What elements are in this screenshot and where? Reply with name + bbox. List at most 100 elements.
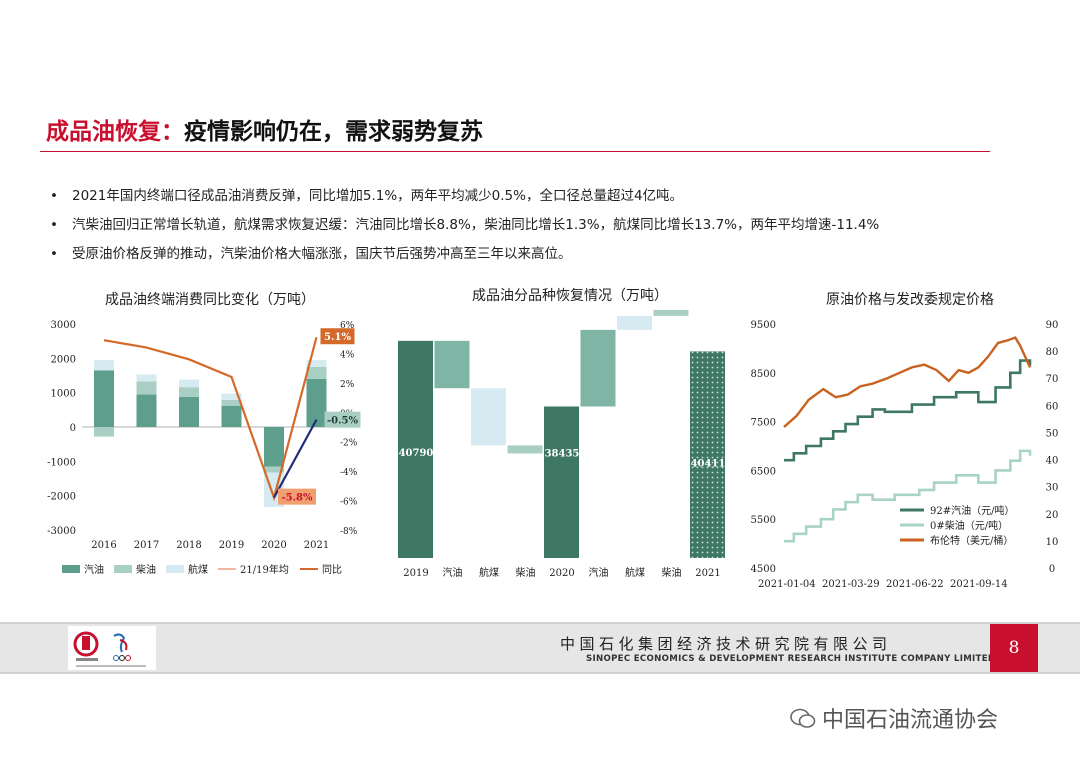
y-tick-label: -2000	[47, 492, 76, 503]
bar-航煤	[179, 379, 199, 388]
x-tick-label: 2020	[261, 540, 286, 551]
y2-tick-label: 4%	[340, 350, 355, 360]
bar-汽油	[94, 370, 114, 427]
waterfall-bar	[653, 310, 689, 316]
data-label-box	[278, 488, 316, 505]
chart1-consumption-change: 3000200010000-1000-2000-30006%4%2%0%-2%-…	[47, 320, 361, 576]
chart1-bars	[94, 360, 327, 507]
company-name-en: SINOPEC ECONOMICS & DEVELOPMENT RESEARCH…	[586, 654, 996, 664]
bullet-marker: •	[50, 246, 58, 262]
y2-tick-label: -8%	[340, 527, 358, 537]
legend-swatch	[114, 565, 132, 573]
bullet-text: 2021年国内终端口径成品油消费反弹，同比增加5.1%，两年平均减少0.5%，全…	[72, 188, 684, 204]
bar-柴油	[94, 427, 114, 437]
x-tick-label: 2019	[219, 540, 244, 551]
bar-航煤	[221, 393, 242, 400]
bullet-item: • 受原油价格反弹的推动，汽柴油价格大幅涨涨，国庆节后强势冲高至三年以来高位。	[50, 242, 572, 262]
y2-tick-label: 2%	[340, 380, 355, 390]
chart3-title: 原油价格与发改委规定价格	[826, 292, 994, 308]
chart2-labels: 2019 40790 汽油 航煤 柴油 2020 38435 汽油 航煤 柴油 2021 40411	[399, 448, 726, 579]
bar-柴油	[306, 366, 327, 379]
data-label: 5.1%	[324, 332, 351, 343]
chart3-axes: 9500 8500 7500 6500 5500 4500 90 80 70 60 50 40 30 20…	[751, 320, 1059, 590]
title-rest: 疫情影响仍在，需求弱势复苏	[184, 119, 483, 145]
bar-柴油	[221, 399, 242, 406]
bar-汽油	[136, 394, 157, 427]
sinopec-logo-icon	[73, 631, 146, 667]
legend-label: 92#汽油（元/吨）	[930, 504, 1014, 517]
data-label: 38435	[545, 448, 580, 459]
chart2-waterfall: 2019 40790 汽油 航煤 柴油 2020 38435 汽油 航煤 柴油 2021 40411	[398, 310, 726, 579]
chart3-legend: 92#汽油（元/吨） 0#柴油（元/吨） 布伦特（美元/桶）	[900, 504, 1014, 547]
avg-line	[273, 419, 318, 499]
legend-swatch	[62, 565, 80, 573]
series-line-0	[784, 359, 1032, 462]
y2-tick-label: 50	[1046, 428, 1059, 439]
data-label: 40790	[399, 448, 434, 459]
y-tick-label: 3000	[51, 320, 76, 331]
y2-tick-label: 40	[1046, 456, 1059, 467]
series-line-2	[783, 336, 1032, 428]
bullet-text: 汽柴油回归正常增长轨道，航煤需求恢复迟缓：汽油同比增长8.8%，柴油同比增长1.…	[72, 217, 880, 233]
y-tick-label: 8500	[751, 369, 776, 380]
chart1-lines	[103, 336, 318, 502]
x-tick-label: 2017	[134, 540, 159, 551]
data-label-box	[320, 328, 355, 345]
waterfall-bar	[690, 351, 725, 558]
y-tick-label: 0	[70, 423, 76, 434]
y2-tick-label: 30	[1046, 483, 1059, 494]
x-tick-label: 2021-03-29	[822, 579, 880, 590]
y-tick-label: 9500	[751, 320, 776, 331]
bar-航煤	[136, 374, 157, 382]
page-number: 8	[990, 624, 1038, 672]
legend-label: 21/19年均	[240, 563, 289, 576]
waterfall-bar	[544, 406, 579, 558]
y2-tick-label: -6%	[340, 498, 358, 508]
chart1-title: 成品油终端消费同比变化（万吨）	[105, 292, 315, 308]
x-tick-label: 柴油	[516, 566, 536, 579]
y-tick-label: 6500	[751, 466, 776, 477]
waterfall-bar	[471, 388, 506, 446]
waterfall-bar	[617, 315, 652, 330]
legend-label: 航煤	[188, 563, 208, 576]
bullet-item: • 汽柴油回归正常增长轨道，航煤需求恢复迟缓：汽油同比增长8.8%，柴油同比增长1…	[50, 213, 879, 233]
bar-柴油	[264, 466, 284, 473]
x-tick-label: 2016	[91, 540, 116, 551]
title-divider	[40, 151, 990, 152]
waterfall-bar	[398, 340, 433, 558]
x-tick-label: 2021	[695, 568, 720, 579]
legend-label: 汽油	[84, 563, 104, 576]
x-tick-label: 2021	[304, 540, 329, 551]
chart1-axes: 3000200010000-1000-2000-30006%4%2%0%-2%-…	[47, 320, 358, 551]
title-accent: 成品油恢复：	[46, 119, 184, 145]
x-tick-label: 2018	[176, 540, 201, 551]
x-tick-label: 柴油	[662, 566, 682, 579]
y2-tick-label: 60	[1046, 401, 1059, 412]
x-tick-label: 2021-06-22	[886, 579, 944, 590]
bullet-marker: •	[50, 188, 58, 204]
y2-tick-label: 20	[1046, 510, 1059, 521]
y2-tick-label: 80	[1046, 347, 1059, 358]
waterfall-bar	[507, 445, 543, 454]
footer-band	[0, 622, 1080, 674]
bar-汽油	[179, 396, 199, 427]
bullet-marker: •	[50, 217, 58, 233]
waterfall-bar	[580, 329, 616, 407]
series-line-1	[784, 449, 1032, 543]
bar-柴油	[136, 381, 157, 395]
watermark-text: 中国石油流通协会	[822, 708, 999, 733]
y2-tick-label: 6%	[340, 321, 355, 331]
y2-tick-label: -4%	[340, 468, 358, 478]
data-label: 40411	[691, 458, 726, 469]
legend-label: 同比	[322, 564, 342, 576]
page-title: 成品油恢复：疫情影响仍在，需求弱势复苏	[46, 112, 483, 146]
wechat-icon	[790, 707, 816, 735]
logo-area	[68, 626, 156, 670]
y-tick-label: 5500	[751, 515, 776, 526]
chart1-labels: 5.1% -0.5% -5.8%	[278, 328, 361, 505]
y-tick-label: 1000	[51, 389, 76, 400]
chart1-legend: 汽油 柴油 航煤 21/19年均 同比	[62, 563, 342, 576]
data-label-box	[324, 411, 361, 428]
chart2-bars	[398, 310, 725, 558]
company-name-cn: 中国石化集团经济技术研究院有限公司	[560, 635, 892, 653]
